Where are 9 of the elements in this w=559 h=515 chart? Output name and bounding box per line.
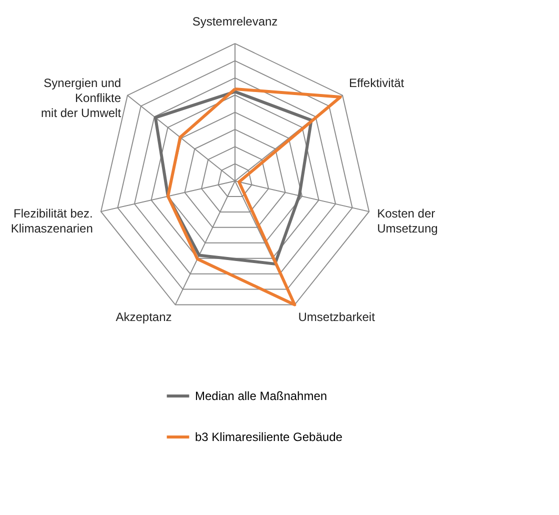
spoke-label: Umsetzbarkeit [298, 310, 376, 324]
spoke-label: Flezibilität bez. Klimaszenarien [10, 206, 93, 236]
spoke-label: Effektivität [348, 76, 405, 90]
spoke-label: Kosten der Umsetzung [377, 206, 438, 236]
legend-label: b3 Klimaresiliente Gebäude [195, 430, 343, 444]
spoke-label: Akzeptanz [116, 310, 172, 324]
legend-label: Median alle Maßnahmen [195, 389, 328, 403]
spoke-label: Systemrelevanz [192, 14, 278, 28]
spoke-label: Synergien und Konflikte mit der Umwelt [41, 76, 122, 120]
